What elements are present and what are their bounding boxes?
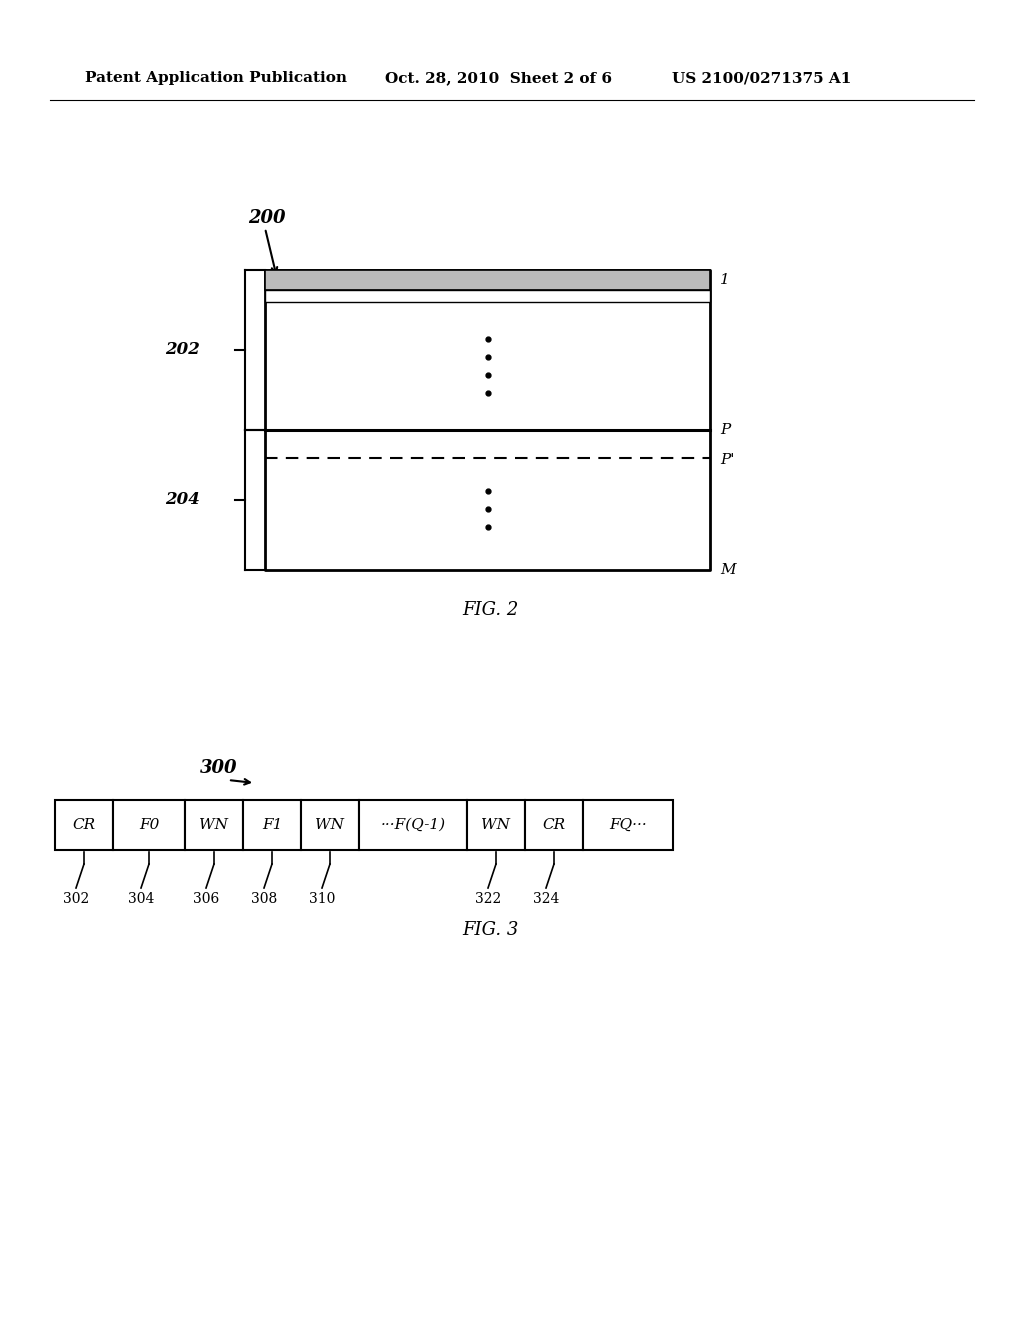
Bar <box>359 800 467 850</box>
Text: FIG. 3: FIG. 3 <box>462 921 518 939</box>
Text: 304: 304 <box>128 892 155 906</box>
Text: P: P <box>720 422 730 437</box>
Text: 310: 310 <box>309 892 335 906</box>
Text: 300: 300 <box>200 759 238 777</box>
Text: US 2100/0271375 A1: US 2100/0271375 A1 <box>672 71 851 84</box>
Text: CR: CR <box>73 818 95 832</box>
Bar <box>525 800 583 850</box>
Text: 1: 1 <box>720 273 730 286</box>
Text: WN: WN <box>481 818 511 832</box>
Bar <box>265 290 710 302</box>
Text: F0: F0 <box>139 818 159 832</box>
Bar <box>467 800 525 850</box>
Text: 308: 308 <box>251 892 278 906</box>
Text: 324: 324 <box>532 892 559 906</box>
Bar <box>55 800 113 850</box>
Bar <box>185 800 243 850</box>
Text: P': P' <box>720 453 734 467</box>
Text: FQ···: FQ··· <box>609 818 647 832</box>
Text: FIG. 2: FIG. 2 <box>462 601 518 619</box>
Text: Oct. 28, 2010  Sheet 2 of 6: Oct. 28, 2010 Sheet 2 of 6 <box>385 71 612 84</box>
Bar <box>243 800 301 850</box>
Bar <box>113 800 185 850</box>
Text: 322: 322 <box>475 892 501 906</box>
Text: WN: WN <box>200 818 228 832</box>
Text: 200: 200 <box>248 209 286 227</box>
Text: 306: 306 <box>193 892 219 906</box>
Text: F1: F1 <box>262 818 283 832</box>
Text: ···F(Q-1): ···F(Q-1) <box>381 818 445 832</box>
Text: M: M <box>720 564 735 577</box>
Text: WN: WN <box>315 818 344 832</box>
Text: CR: CR <box>543 818 565 832</box>
Text: 202: 202 <box>165 342 200 359</box>
Text: Patent Application Publication: Patent Application Publication <box>85 71 347 84</box>
Bar <box>301 800 359 850</box>
Bar <box>265 271 710 290</box>
Text: 302: 302 <box>62 892 89 906</box>
Bar <box>583 800 673 850</box>
Text: 204: 204 <box>165 491 200 508</box>
